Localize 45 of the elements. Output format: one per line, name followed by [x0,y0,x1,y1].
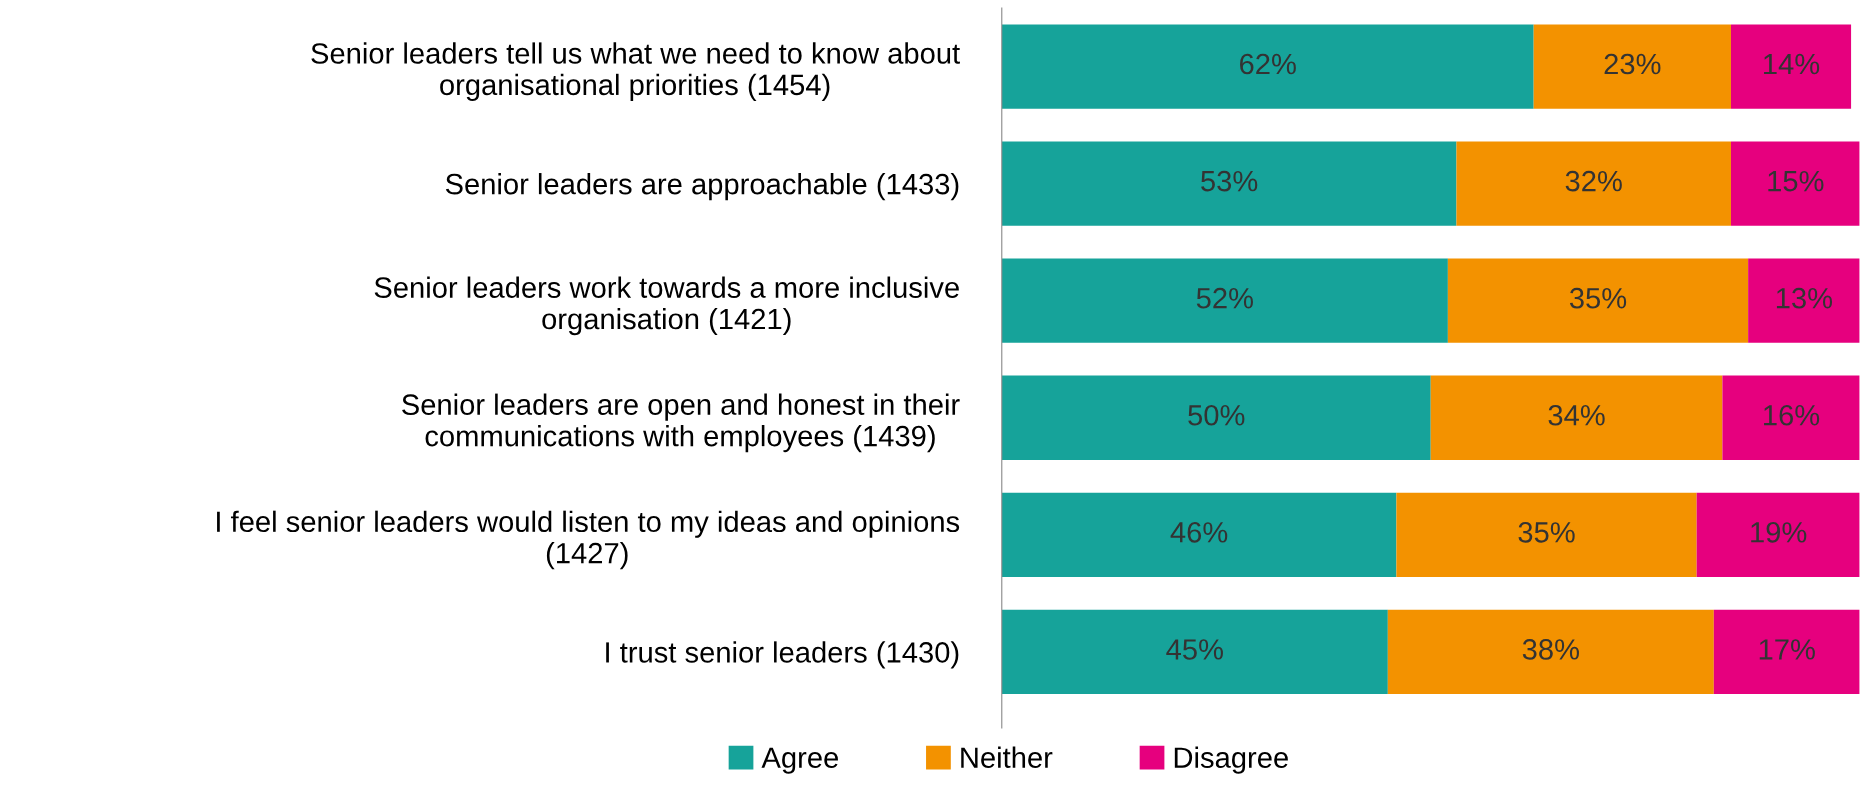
data-label: 52% [1196,287,1253,309]
data-label: 45% [1166,639,1223,660]
data-label: 32% [1565,170,1622,192]
data-label: 17% [1759,639,1815,660]
bar [1533,24,1731,109]
data-label: 46% [1170,522,1228,543]
data-label: 38% [1522,639,1579,660]
bar [1430,375,1723,460]
bar [1387,609,1714,695]
y-tick-label: Senior leaders work towards a more inclusive organisation (1421) [374,276,959,336]
data-label: 53% [1201,170,1258,192]
bar [1396,492,1697,577]
bar [1001,492,1397,577]
bar [1748,258,1860,343]
bar [1713,609,1860,695]
data-label: 13% [1776,287,1833,309]
legend-label: Neither [961,746,1053,768]
legend-label: Agree [761,747,838,774]
data-label: 14% [1764,53,1820,75]
bar [1001,609,1388,695]
y-tick-label: I trust senior leaders (1430) [606,641,959,669]
bar [1696,492,1860,577]
data-label: 23% [1604,53,1661,75]
data-label: 50% [1188,404,1245,426]
bar [1001,375,1431,460]
bar [1001,258,1448,343]
data-label: 19% [1751,522,1807,543]
y-tick-label: I feel senior leaders would listen to my ideas and opinions (1427) [217,510,960,570]
bar [1001,141,1457,226]
bar [1001,24,1534,109]
data-label: 34% [1548,404,1605,426]
data-label: 35% [1569,287,1627,309]
data-label: 62% [1240,53,1296,75]
bar [1447,258,1749,343]
bar [1722,375,1860,460]
data-label: 15% [1768,170,1824,192]
y-tick-label: Senior leaders are approachable (1433) [445,173,959,201]
legend-label: Disagree [1174,746,1288,774]
y-tick-label: Senior leaders tell us what we need to know about organisational priorities (1454) [311,42,960,101]
y-tick-label: Senior leaders are open and honest in their communications with employees (1439) [402,393,960,453]
data-label: 16% [1764,404,1820,426]
bar [1456,141,1731,226]
data-label: 35% [1518,522,1575,543]
bar [1730,141,1860,226]
bar [1730,24,1852,109]
